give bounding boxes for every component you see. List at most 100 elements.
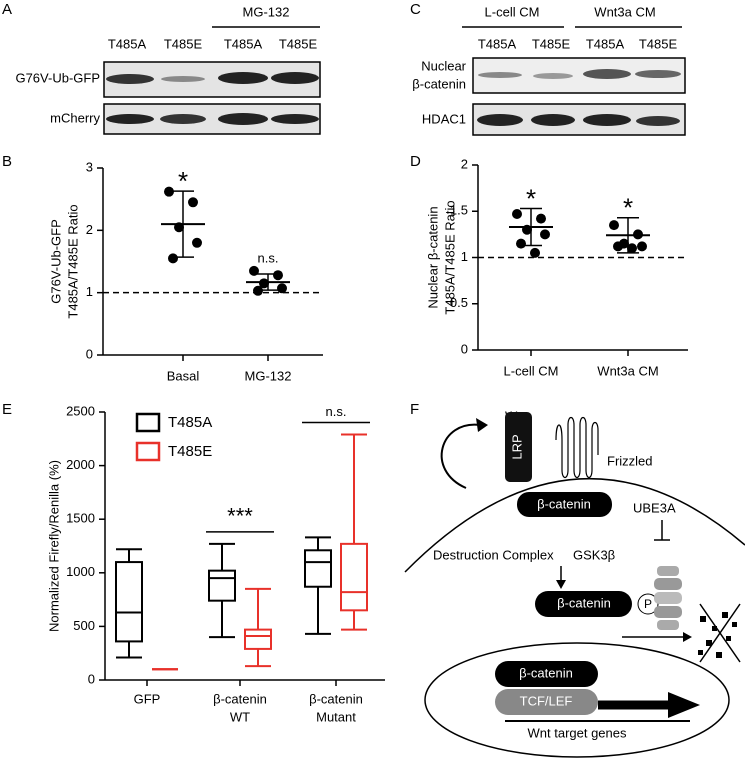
data-point	[188, 197, 198, 208]
data-point	[512, 209, 522, 220]
row-label: Nuclear	[421, 58, 466, 73]
lane-label: T485E	[532, 36, 571, 51]
band	[106, 114, 154, 124]
data-point	[609, 220, 619, 231]
phosphate	[637, 593, 659, 615]
y-tick-label: 2500	[66, 403, 95, 418]
tcf-lef	[495, 689, 598, 715]
label: Wnt target genes	[528, 725, 627, 740]
data-point	[536, 213, 546, 224]
band	[271, 72, 319, 84]
panel-label: C	[410, 1, 421, 18]
band	[531, 114, 575, 126]
box	[208, 569, 236, 602]
data-point	[540, 229, 550, 240]
row-label: HDAC1	[422, 111, 466, 126]
x-tick-label: WT	[230, 709, 250, 724]
lane-label: T485A	[108, 36, 147, 51]
y-tick-label: 0	[461, 341, 468, 356]
band	[218, 72, 268, 84]
panel-label: D	[410, 153, 421, 170]
y-tick-label: 0.5	[450, 295, 468, 310]
arrowhead	[683, 632, 692, 642]
y-tick-label: 1500	[66, 511, 95, 526]
x-tick-label: β-catenin	[213, 691, 267, 706]
label: β-catenin	[557, 595, 611, 610]
panel-label: E	[2, 401, 12, 418]
label: β-catenin	[537, 496, 591, 511]
label: P	[644, 597, 652, 611]
x-tick-label: GFP	[134, 691, 161, 706]
row-label: G76V-Ub-GFP	[15, 70, 100, 85]
band	[635, 70, 681, 78]
group-label: L-cell CM	[485, 4, 540, 19]
box	[304, 549, 332, 588]
x-tick-label: β-catenin	[309, 691, 363, 706]
beta-catenin	[517, 492, 612, 517]
blot-c: L-cell CM Wnt3a CM T485A T485E T485A T48…	[412, 4, 686, 136]
lane-label: T485A	[586, 36, 625, 51]
significance-label: ***	[227, 504, 253, 529]
y-axis-label: T485A/T485E Ratio	[65, 204, 80, 318]
y-tick-label: 3	[86, 159, 93, 174]
proteasome	[654, 566, 682, 630]
arrowhead	[556, 580, 566, 589]
band	[218, 113, 268, 125]
row-label: β-catenin	[412, 76, 466, 91]
data-point	[249, 265, 259, 276]
data-point	[273, 270, 283, 281]
label: TCF/LEF	[520, 693, 573, 708]
frizzled-receptor	[555, 416, 599, 479]
blot-a: MG-132 T485A T485E T485A T485E G76V-Ub-G…	[15, 4, 321, 135]
legend-label: T485E	[168, 443, 212, 460]
lane-label: T485A	[478, 36, 517, 51]
y-axis-label: T485A/T485E Ratio	[442, 200, 457, 314]
band	[160, 114, 206, 124]
data-point	[168, 253, 178, 264]
x-tick-label: L-cell CM	[504, 363, 559, 378]
membrane	[404, 478, 745, 573]
box	[340, 542, 368, 612]
nucleus	[424, 642, 730, 758]
panel-label: F	[410, 401, 419, 418]
beta-catenin	[535, 591, 632, 617]
y-tick-label: 0	[88, 671, 95, 686]
label: Destruction Complex	[433, 547, 554, 562]
band	[478, 72, 522, 78]
data-point	[627, 243, 637, 254]
legend-swatch	[135, 412, 161, 433]
legend-swatch	[135, 441, 161, 462]
significance-label: *	[623, 193, 633, 223]
x-tick-label: MG-132	[245, 368, 292, 383]
y-tick-label: 2	[86, 222, 93, 237]
y-axis-label: Normalized Firefly/Renilla (%)	[46, 460, 61, 632]
row-label: mCherry	[50, 110, 100, 125]
degraded-fragments	[698, 603, 741, 663]
data-point	[516, 238, 526, 249]
y-tick-label: 0	[86, 346, 93, 361]
pathway-diagram: Wnt LRP Frizzled β-catenin UBE3A Destruc…	[404, 408, 745, 758]
data-point	[259, 278, 269, 289]
y-tick-label: 2	[461, 156, 468, 171]
label: LRP	[509, 434, 524, 459]
data-point	[637, 241, 647, 252]
x-tick-label: Mutant	[316, 709, 356, 724]
beta-catenin	[495, 661, 598, 687]
group-label: MG-132	[243, 4, 290, 19]
lane-label: T485E	[164, 36, 203, 51]
group-label: Wnt3a CM	[594, 4, 655, 19]
significance-label: *	[178, 166, 188, 196]
band	[477, 114, 523, 126]
label: β-catenin	[519, 665, 573, 680]
arrow	[440, 423, 481, 489]
arrowhead	[668, 692, 700, 718]
lrp-receptor	[505, 412, 532, 482]
band	[106, 74, 154, 84]
band	[583, 69, 631, 79]
data-point	[613, 241, 623, 252]
y-tick-label: 1	[461, 249, 468, 264]
y-axis-label: G76V-Ub-GFP	[48, 219, 63, 304]
data-point	[530, 247, 540, 258]
lane-label: T485E	[279, 36, 318, 51]
label: Frizzled	[607, 453, 653, 468]
